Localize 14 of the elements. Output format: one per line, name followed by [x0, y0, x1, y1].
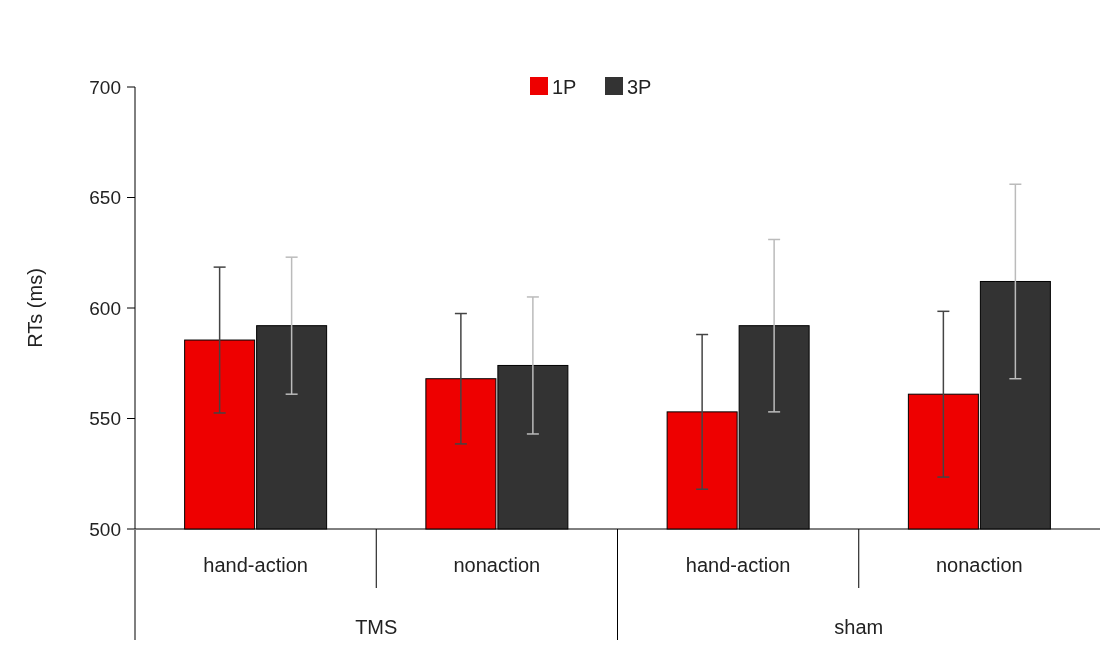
- y-tick-label: 500: [89, 518, 121, 540]
- text: sham: [834, 616, 884, 638]
- y-tick-label: 550: [89, 408, 121, 430]
- text: TMS: [355, 616, 398, 638]
- x-tick-label: nonaction: [453, 554, 541, 576]
- y-tick-label: 650: [89, 187, 121, 209]
- y-tick-label: 700: [89, 76, 121, 98]
- legend-label: 3P: [627, 76, 652, 98]
- legend-label: 1P: [552, 76, 577, 98]
- x-tick-label: hand-action: [685, 554, 791, 576]
- x-tick-label: nonaction: [936, 554, 1023, 576]
- y-axis-title: RTs (ms): [24, 268, 46, 348]
- x-tick-label: hand-action: [203, 554, 308, 576]
- y-tick-label: 600: [89, 297, 121, 319]
